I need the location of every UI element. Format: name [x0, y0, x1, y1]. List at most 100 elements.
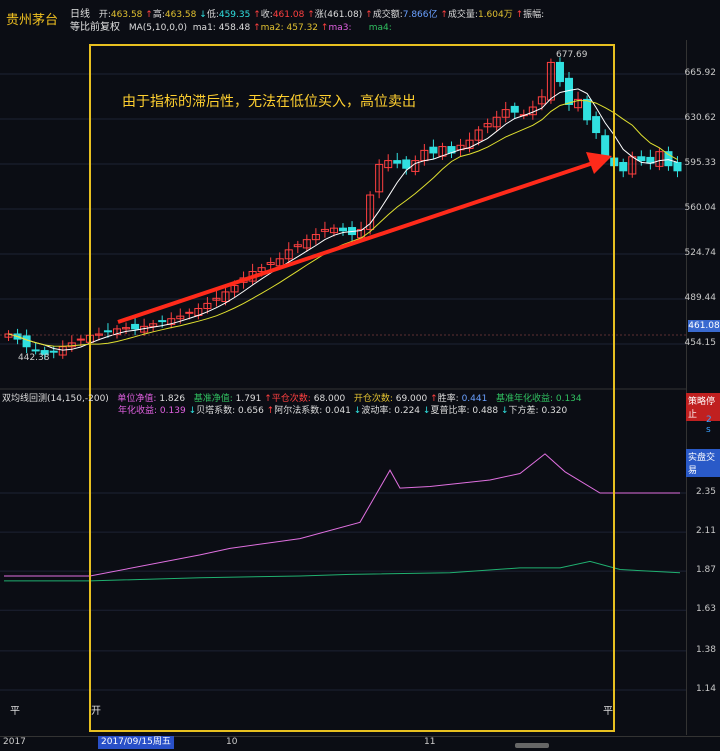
stock-name[interactable]: 贵州茅台 [6, 13, 59, 28]
indicator-lines [4, 453, 681, 582]
unit-nav-line [4, 453, 680, 577]
candle-body [266, 262, 275, 266]
up-arrow-icon: ↑ [145, 10, 153, 20]
sharpe-label: 夏普比率: [430, 406, 470, 416]
ma1-value: 458.48 [218, 23, 251, 33]
downside-value: 0.320 [541, 406, 568, 416]
candle-body [311, 234, 320, 241]
alpha-value: 0.041 [325, 406, 351, 416]
down-arrow-icon: ↓ [501, 406, 509, 416]
quote-line: 日线 开:463.58 ↑高:463.58 ↓低:459.35 ↑收:461.0… [70, 5, 544, 20]
candle-body [555, 61, 564, 83]
ma-line: 等比前复权 MA(5,10,0,0) ma1: 458.48 ↑ma2: 457… [70, 18, 392, 33]
open-marker: 开 [91, 706, 101, 717]
price-axis-tick: 595.33 [684, 158, 717, 168]
candle-body [67, 342, 76, 348]
indicator-axis-tick: 2.11 [695, 526, 716, 537]
candle-body [366, 194, 375, 230]
ma2-label: ma2: [260, 23, 284, 33]
beta-label: 贝塔系数: [196, 406, 236, 416]
candle-body [619, 162, 628, 172]
indicator-name[interactable]: 双均线回测(14,150,-200) [2, 394, 109, 404]
candle-body [221, 291, 230, 302]
y-axis-separator [686, 40, 687, 735]
down-arrow-icon: ↓ [188, 406, 197, 416]
indicator-axis-tick: 1.87 [695, 565, 716, 576]
candle-body [546, 61, 555, 101]
candle-body [230, 285, 239, 293]
candle-body [510, 105, 519, 113]
annual-value: 0.139 [159, 406, 186, 416]
up-arrow-icon: ↑ [307, 10, 315, 20]
high-label: 高: [152, 10, 165, 20]
candle-body [465, 139, 474, 149]
bench-nav-line [4, 560, 681, 582]
up-arrow-icon: ↑ [320, 23, 329, 33]
indicator-header: 双均线回测(14,150,-200) 单位净值: 1.826 基准净值: 1.7… [0, 390, 690, 416]
close-label: 收: [260, 10, 273, 20]
candle-body [284, 249, 293, 260]
candle-body [429, 146, 438, 154]
period-label[interactable]: 日线 [70, 9, 90, 20]
candle-body [655, 151, 664, 167]
candle-body [149, 323, 158, 327]
month-11-label: 11 [424, 737, 436, 747]
up-arrow-icon: ↑ [515, 10, 524, 20]
candle-body [31, 349, 40, 352]
month-10-label: 10 [226, 737, 238, 747]
open-label: 开: [98, 10, 111, 20]
live-trade-button[interactable]: 实盘交易 [686, 449, 720, 477]
price-axis-tick: 560.04 [684, 202, 717, 213]
indicator-axis-tick: 2.35 [695, 487, 716, 497]
up-arrow-icon: ↑ [266, 406, 275, 416]
grid-lines [0, 73, 686, 691]
candle-body [158, 320, 167, 323]
vol-label: 波动率: [361, 406, 392, 416]
open-value: 463.58 [110, 10, 143, 20]
indicator-axis-tick: 1.63 [695, 604, 716, 615]
candle-body [673, 162, 682, 172]
candle-body [492, 116, 501, 128]
candle-body [393, 160, 402, 164]
time-scrollbar[interactable] [515, 743, 549, 748]
high-value: 463.58 [164, 10, 197, 20]
low-price-label: 442.38 [18, 353, 50, 363]
flat-marker-right: 平 [603, 706, 613, 717]
bench-annual-label: 基准年化收益: [495, 394, 553, 404]
candle-body [176, 315, 185, 320]
candle-body [103, 330, 112, 333]
unit-nav-label: 单位净值: [117, 394, 157, 404]
unit-nav-value: 1.826 [159, 394, 186, 404]
speed-label[interactable]: 2 s [706, 415, 712, 435]
annual-label: 年化收益: [118, 406, 158, 416]
ma-params[interactable]: MA(5,10,0,0) [128, 23, 188, 33]
ma5-line [8, 88, 678, 351]
down-arrow-icon: ↓ [422, 406, 431, 416]
change-label: 涨(461.08) [314, 10, 363, 20]
ma4-label: ma4: [368, 23, 392, 33]
candle-body [375, 163, 384, 193]
candle-body [76, 338, 85, 341]
open-count-value: 69.000 [395, 394, 428, 404]
ma2-value: 457.32 [286, 23, 319, 33]
highlight-box [89, 44, 615, 732]
bench-annual-value: 0.134 [555, 394, 582, 404]
candle-body [483, 123, 492, 128]
adjust-label[interactable]: 等比前复权 [70, 22, 120, 33]
candle-body [302, 239, 311, 249]
beta-value: 0.656 [238, 406, 264, 416]
candle-body [58, 346, 67, 356]
indicator-axis-tick: 1.38 [695, 644, 716, 655]
strategy-stop-button[interactable]: 策略停止 [686, 393, 720, 421]
chart-header: 贵州茅台 日线 开:463.58 ↑高:463.58 ↓低:459.35 ↑收:… [0, 0, 720, 40]
flat-marker-left: 平 [10, 706, 20, 717]
price-axis-tick: 630.62 [684, 113, 717, 123]
price-axis-tick: 665.92 [684, 68, 717, 78]
candle-body [167, 318, 176, 325]
cursor-date: 2017/09/15周五 [98, 736, 174, 749]
vol-value: 0.224 [394, 406, 421, 416]
down-arrow-icon: ↓ [353, 406, 362, 416]
candle-body [664, 151, 673, 167]
amplitude-label: 振幅: [523, 10, 545, 20]
